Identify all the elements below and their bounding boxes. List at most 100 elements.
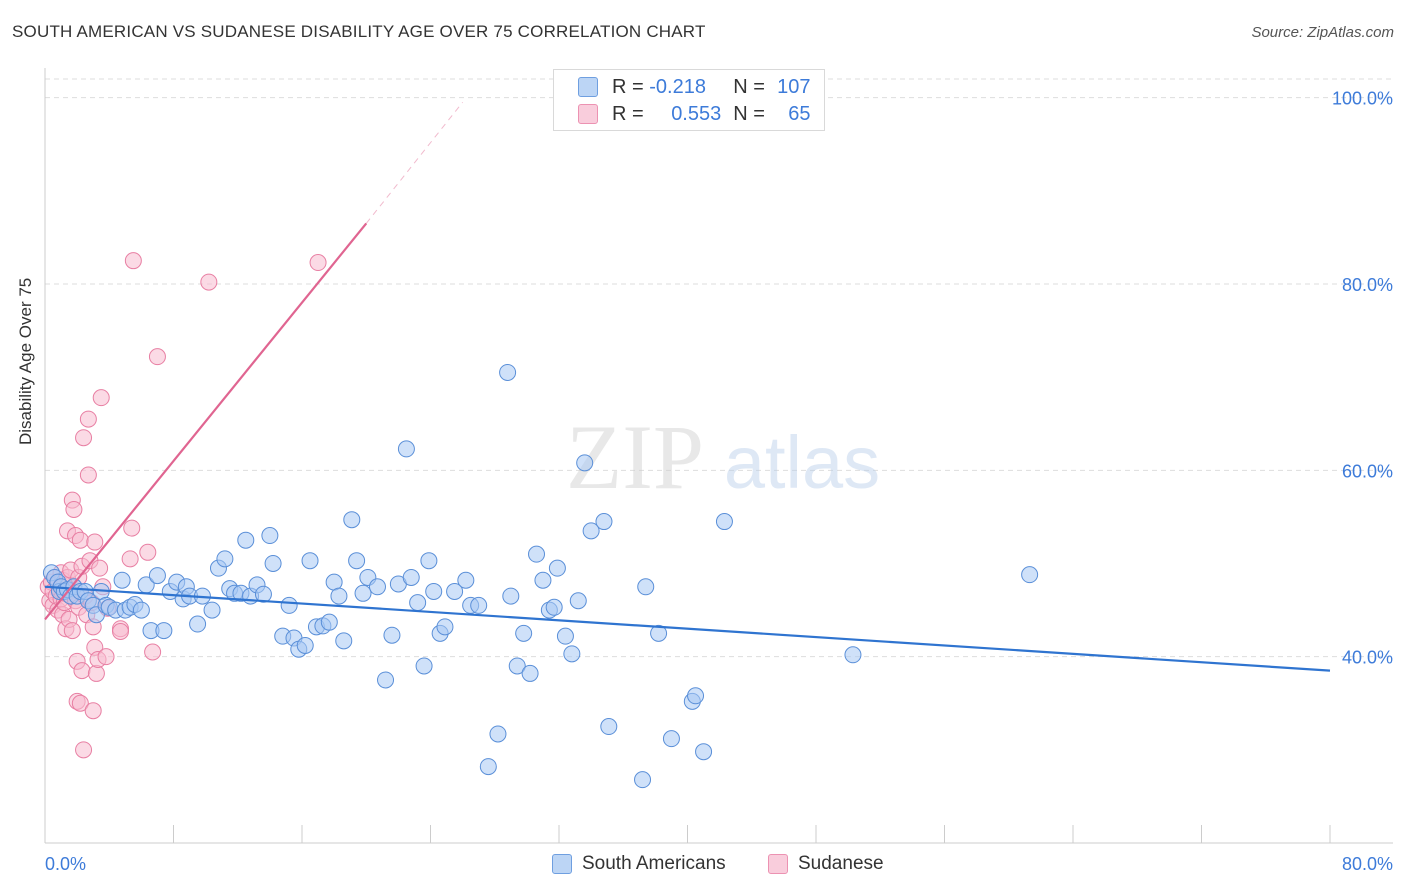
point-sudanese xyxy=(91,559,109,577)
trend-line-sudanese xyxy=(44,222,368,621)
point-south-american xyxy=(637,578,655,596)
y-tick-label: 40.0% xyxy=(1342,648,1393,668)
point-south-american xyxy=(397,440,415,458)
point-sudanese xyxy=(144,643,162,661)
point-south-american xyxy=(296,636,314,654)
point-south-american xyxy=(582,522,600,540)
point-south-american xyxy=(425,582,443,600)
point-sudanese xyxy=(87,664,105,682)
tick-labels: 40.0% 60.0% 80.0% 100.0% 0.0% 80.0% xyxy=(45,89,1393,874)
point-south-american xyxy=(844,646,862,664)
correlation-legend: R = -0.218 N = 107 R = 0.553 N = 65 xyxy=(553,69,825,131)
point-sudanese xyxy=(65,500,83,518)
y-tick-label: 60.0% xyxy=(1342,461,1393,481)
point-south-american xyxy=(280,596,298,614)
legend-label: South Americans xyxy=(582,853,726,874)
point-south-american xyxy=(489,725,507,743)
axes xyxy=(44,68,1393,844)
point-south-american xyxy=(261,527,279,545)
point-south-american xyxy=(1021,566,1039,584)
trend-line-sudanese-extension xyxy=(365,101,464,224)
point-south-american xyxy=(343,511,361,529)
point-south-american xyxy=(569,592,587,610)
point-south-american xyxy=(132,601,150,619)
data-points xyxy=(39,252,1039,789)
point-south-american xyxy=(548,559,566,577)
point-sudanese xyxy=(73,662,91,680)
point-south-american xyxy=(354,584,372,602)
point-sudanese xyxy=(139,543,157,561)
point-sudanese xyxy=(121,550,139,568)
point-south-american xyxy=(409,594,427,612)
n-value: 107 xyxy=(777,75,811,98)
chart-title: SOUTH AMERICAN VS SUDANESE DISABILITY AG… xyxy=(12,22,706,41)
point-sudanese xyxy=(75,429,93,447)
r-value: 0.553 xyxy=(671,102,722,125)
point-south-american xyxy=(576,454,594,472)
point-south-american xyxy=(446,582,464,600)
point-south-american xyxy=(502,587,520,605)
y-tick-label: 100.0% xyxy=(1332,89,1393,109)
y-tick-label: 80.0% xyxy=(1342,275,1393,295)
point-sudanese xyxy=(148,348,166,366)
point-south-american xyxy=(521,664,539,682)
gridlines xyxy=(45,78,1393,658)
point-south-american xyxy=(634,771,652,789)
point-sudanese xyxy=(97,648,115,666)
point-sudanese xyxy=(75,741,93,759)
point-south-american xyxy=(662,730,680,748)
point-south-american xyxy=(415,657,433,675)
point-sudanese xyxy=(71,694,89,712)
legend-item-south-americans: South Americans xyxy=(552,851,726,877)
legend-swatch-pink xyxy=(578,104,598,124)
legend-swatch-blue xyxy=(552,854,572,874)
point-south-american xyxy=(377,671,395,689)
x-tick-label: 80.0% xyxy=(1342,854,1393,874)
point-south-american xyxy=(189,615,207,633)
point-south-american xyxy=(563,645,581,663)
point-south-american xyxy=(237,531,255,549)
source-label: Source: ZipAtlas.com xyxy=(1251,24,1394,41)
point-south-american xyxy=(420,552,438,570)
point-south-american xyxy=(402,568,420,586)
point-sudanese xyxy=(123,519,141,537)
point-sudanese xyxy=(309,254,327,272)
point-south-american xyxy=(330,587,348,605)
y-axis-label: Disability Age Over 75 xyxy=(16,277,35,445)
point-sudanese xyxy=(63,622,81,640)
watermark-atlas: atlas xyxy=(724,421,880,504)
point-south-american xyxy=(457,571,475,589)
point-south-american xyxy=(348,552,366,570)
legend-swatch-blue xyxy=(578,77,598,97)
point-south-american xyxy=(335,632,353,650)
trend-lines xyxy=(44,101,1331,672)
point-south-american xyxy=(254,585,272,603)
legend-row-south-americans: R = -0.218 N = 107 xyxy=(578,75,811,99)
r-value: -0.218 xyxy=(649,75,706,98)
point-south-american xyxy=(479,758,497,776)
n-label: N = xyxy=(733,102,765,125)
point-sudanese xyxy=(79,410,97,428)
point-south-american xyxy=(113,571,131,589)
point-south-american xyxy=(687,687,705,705)
point-south-american xyxy=(148,567,166,585)
point-south-american xyxy=(650,624,668,642)
point-sudanese xyxy=(111,623,129,641)
point-south-american xyxy=(600,718,618,736)
point-sudanese xyxy=(92,389,110,407)
point-sudanese xyxy=(124,252,142,270)
point-south-american xyxy=(499,363,517,381)
legend-label: Sudanese xyxy=(798,853,884,874)
point-south-american xyxy=(545,598,563,616)
x-tick-label: 0.0% xyxy=(45,854,86,874)
point-south-american xyxy=(216,550,234,568)
point-south-american xyxy=(155,622,173,640)
point-south-american xyxy=(515,624,533,642)
point-south-american xyxy=(320,613,338,631)
point-south-american xyxy=(715,513,733,531)
point-south-american xyxy=(534,571,552,589)
point-sudanese xyxy=(71,531,89,549)
n-label: N = xyxy=(733,75,765,98)
point-sudanese xyxy=(200,273,218,291)
legend-row-sudanese: R = 0.553 N = 65 xyxy=(578,102,811,126)
